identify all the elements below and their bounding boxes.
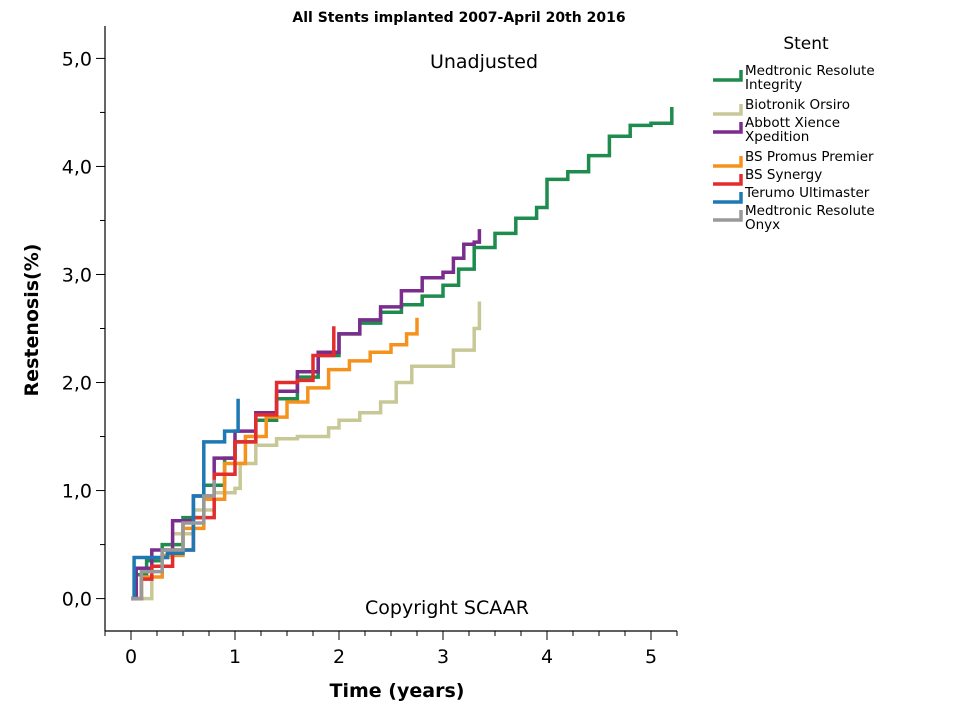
series-line-3 — [131, 317, 419, 601]
legend-item: BS Synergy — [713, 167, 822, 186]
legend-label: Medtronic Resolute — [745, 63, 875, 79]
legend-label: Terumo Ultimaster — [744, 185, 870, 201]
legend-swatch — [713, 122, 743, 134]
series-line-2 — [131, 229, 482, 601]
annotation-unadjusted: Unadjusted — [430, 51, 538, 73]
legend-label: Onyx — [745, 217, 780, 233]
x-tick-label: 0 — [125, 646, 137, 668]
annotation-copyright: Copyright SCAAR — [365, 597, 529, 619]
x-axis-label: Time (years) — [330, 680, 465, 702]
x-tick-label: 5 — [645, 646, 657, 668]
x-tick-label: 2 — [333, 646, 345, 668]
legend-swatch — [713, 210, 743, 222]
x-tick-label: 1 — [229, 646, 241, 668]
y-tick-label: 1,0 — [62, 481, 92, 503]
y-tick-label: 2,0 — [62, 373, 92, 395]
legend-label: Medtronic Resolute — [745, 203, 875, 219]
legend-title: Stent — [783, 34, 829, 54]
legend-swatch — [713, 192, 743, 204]
series-line-1 — [131, 301, 482, 601]
legend-swatch — [713, 70, 743, 82]
legend-label: BS Promus Premier — [745, 149, 874, 165]
y-tick-label: 3,0 — [62, 264, 92, 286]
series-line-5 — [131, 398, 240, 601]
y-tick-label: 5,0 — [62, 48, 92, 70]
legend-label: Biotronik Orsiro — [745, 97, 850, 113]
legend-item: Biotronik Orsiro — [713, 97, 850, 116]
legend-label: BS Synergy — [745, 167, 822, 183]
y-axis-label: Restenosis(%) — [21, 244, 43, 397]
x-tick-label: 4 — [541, 646, 553, 668]
series-line-0 — [131, 107, 674, 601]
series-line-6 — [131, 479, 216, 601]
legend-swatch — [713, 104, 743, 116]
legend-label: Integrity — [745, 77, 802, 93]
y-tick-label: 0,0 — [62, 589, 92, 611]
chart-title: All Stents implanted 2007-April 20th 201… — [292, 10, 625, 26]
legend-label: Xpedition — [745, 129, 809, 145]
legend-swatch — [713, 174, 743, 186]
legend-item: Terumo Ultimaster — [713, 185, 870, 204]
series-lines — [131, 107, 674, 601]
legend-swatch — [713, 156, 743, 168]
axes: 0,0 1,0 2,0 3,0 4,0 5,0 0 1 2 3 4 5 — [62, 26, 678, 668]
legend-label: Abbott Xience — [745, 115, 840, 131]
y-tick-label: 4,0 — [62, 156, 92, 178]
x-tick-label: 3 — [437, 646, 449, 668]
legend-item: BS Promus Premier — [713, 149, 874, 168]
